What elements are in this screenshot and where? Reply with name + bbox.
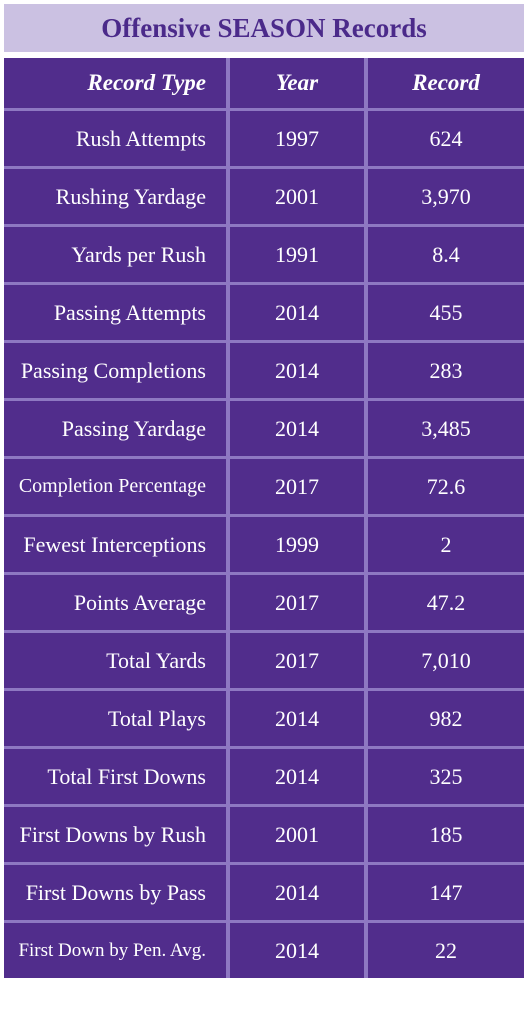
year: 2014 (230, 285, 364, 340)
record: 47.2 (368, 575, 524, 630)
record-type: First Downs by Pass (4, 865, 226, 920)
record-type: Total Plays (4, 691, 226, 746)
year: 2014 (230, 691, 364, 746)
title: Offensive SEASON Records (4, 4, 524, 52)
year: 2014 (230, 865, 364, 920)
record-type: Completion Percentage (4, 459, 226, 514)
record-type: Fewest Interceptions (4, 517, 226, 572)
header-cell: Year (230, 58, 364, 108)
record: 2 (368, 517, 524, 572)
record-type: Passing Completions (4, 343, 226, 398)
record: 147 (368, 865, 524, 920)
record: 624 (368, 111, 524, 166)
record-type: Yards per Rush (4, 227, 226, 282)
records-table: Record Type Year Record Rush Attempts 1997 62… (4, 58, 524, 978)
year: 2014 (230, 923, 364, 978)
year: 1997 (230, 111, 364, 166)
record: 7,010 (368, 633, 524, 688)
header-cell: Record Type (4, 58, 226, 108)
record-type: Total First Downs (4, 749, 226, 804)
record-type: First Down by Pen. Avg. (4, 923, 226, 978)
record: 72.6 (368, 459, 524, 514)
year: 2014 (230, 343, 364, 398)
year: 2014 (230, 401, 364, 456)
year: 2017 (230, 459, 364, 514)
header-cell: Record (368, 58, 524, 108)
record-type: Points Average (4, 575, 226, 630)
record-type: Total Yards (4, 633, 226, 688)
record: 283 (368, 343, 524, 398)
record: 8.4 (368, 227, 524, 282)
record: 3,970 (368, 169, 524, 224)
year: 2017 (230, 575, 364, 630)
record: 455 (368, 285, 524, 340)
year: 2017 (230, 633, 364, 688)
record-type: Rushing Yardage (4, 169, 226, 224)
year: 1999 (230, 517, 364, 572)
record: 982 (368, 691, 524, 746)
year: 2014 (230, 749, 364, 804)
record: 185 (368, 807, 524, 862)
record-type: Passing Attempts (4, 285, 226, 340)
record: 22 (368, 923, 524, 978)
record-type: Rush Attempts (4, 111, 226, 166)
year: 2001 (230, 169, 364, 224)
year: 1991 (230, 227, 364, 282)
record-type: Passing Yardage (4, 401, 226, 456)
record-type: First Downs by Rush (4, 807, 226, 862)
record: 325 (368, 749, 524, 804)
record: 3,485 (368, 401, 524, 456)
year: 2001 (230, 807, 364, 862)
